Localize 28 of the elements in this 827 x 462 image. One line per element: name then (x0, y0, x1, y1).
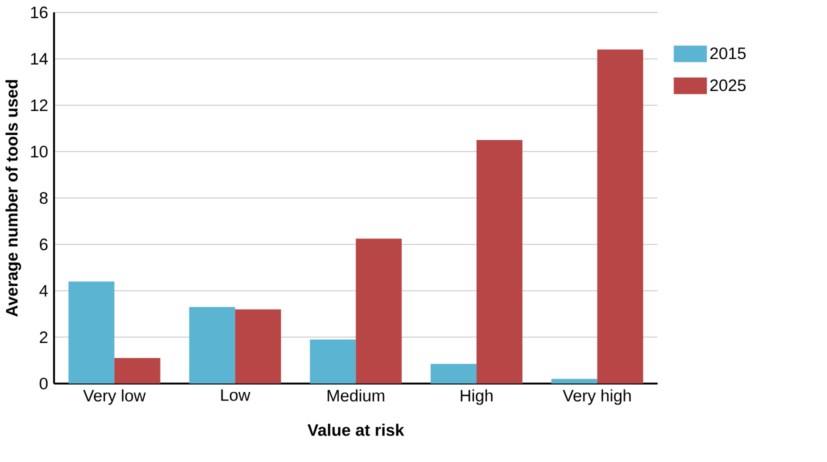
y-tick-label: 14 (31, 53, 48, 65)
y-tick-label: 8 (40, 192, 48, 204)
y-tick-label: 0 (40, 378, 48, 390)
bar (114, 358, 160, 384)
y-tick-label: 4 (39, 285, 48, 296)
bar (235, 309, 282, 384)
x-axis-title: Value at risk (308, 424, 404, 436)
bar (68, 282, 114, 384)
y-tick-label: 10 (31, 146, 48, 158)
x-tick-label: Medium (328, 389, 384, 402)
x-tick-label: High (460, 389, 492, 405)
bar (310, 339, 356, 384)
bar (356, 238, 402, 384)
x-tick-label: Low (221, 389, 250, 401)
bar (430, 364, 477, 384)
y-axis-title: Average number of tools used (6, 80, 22, 317)
bar (476, 140, 522, 384)
y-tick-label: 16 (31, 6, 48, 18)
x-tick-label: Very low (83, 389, 146, 405)
bar (551, 378, 598, 384)
y-tick-label: 6 (40, 238, 48, 250)
bar (597, 50, 644, 384)
y-tick-label: 2 (40, 331, 48, 343)
x-tick-label: Very high (562, 389, 631, 405)
legend-label: 2015 (710, 47, 746, 60)
legend-label: 2025 (710, 79, 746, 92)
y-tick-label: 12 (31, 99, 48, 112)
bar (189, 307, 236, 384)
